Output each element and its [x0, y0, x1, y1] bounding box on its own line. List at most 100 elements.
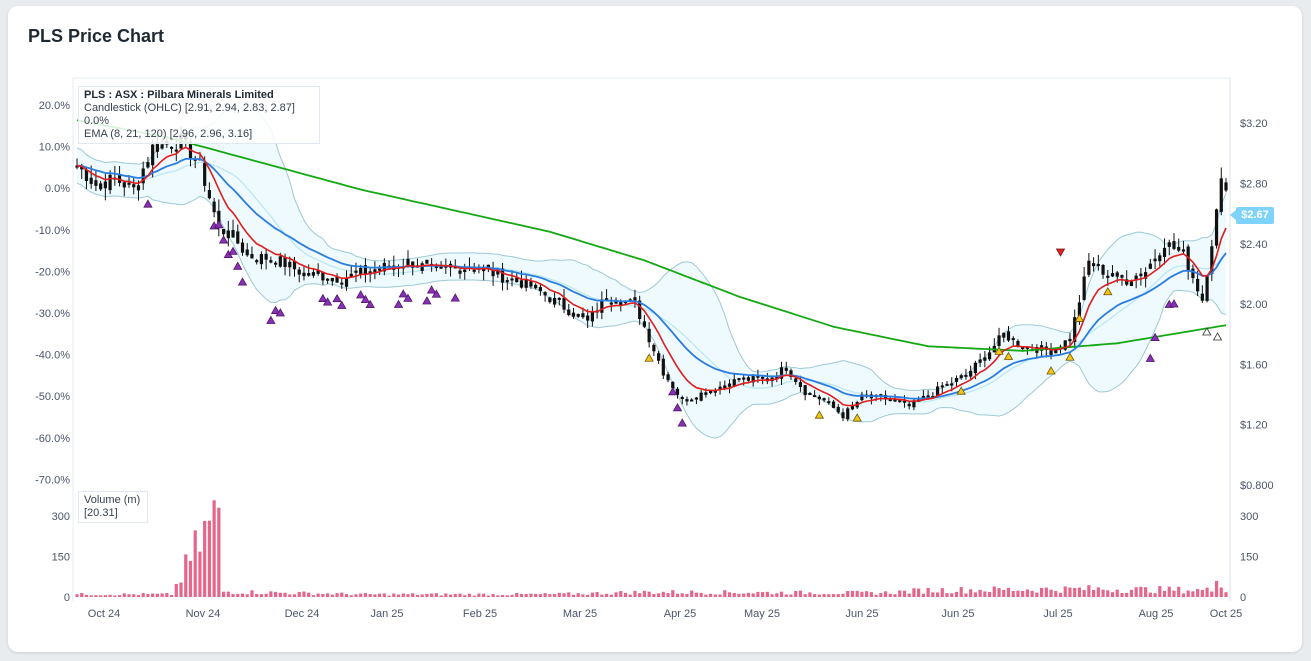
volume-bar — [1181, 593, 1186, 597]
volume-bar — [415, 594, 420, 597]
volume-bar — [396, 594, 401, 597]
volume-bar — [283, 592, 287, 597]
candle-body — [666, 374, 670, 381]
volume-bar — [813, 594, 817, 597]
volume-bar — [883, 591, 888, 597]
candle-body — [316, 270, 320, 274]
volume-bar — [633, 590, 637, 597]
volume-bar — [841, 593, 845, 597]
candle-body — [898, 400, 902, 403]
volume-bar — [117, 595, 122, 597]
candle-body — [912, 400, 916, 408]
candle-body — [997, 335, 1001, 347]
sell-signal-marker — [318, 293, 328, 302]
volume-tick-label-right: 300 — [1240, 511, 1258, 523]
volume-bar — [250, 590, 254, 597]
candle-body — [761, 376, 765, 379]
volume-bar — [794, 590, 798, 597]
candle-body — [515, 277, 519, 283]
volume-bar — [444, 593, 448, 597]
candle-body — [288, 261, 292, 268]
candle-body — [841, 412, 845, 419]
volume-bar — [368, 593, 372, 597]
candle-body — [273, 262, 278, 265]
volume-bar — [775, 593, 779, 597]
candle-body — [1162, 247, 1167, 258]
volume-bar — [902, 590, 907, 597]
candle-body — [1077, 302, 1082, 319]
volume-bar — [926, 587, 930, 597]
volume-bar — [1214, 580, 1219, 597]
candle-body — [831, 401, 836, 408]
candle-body — [940, 385, 944, 388]
volume-bar — [912, 588, 916, 597]
candle-body — [321, 272, 325, 281]
candle-body — [378, 268, 382, 271]
volume-bar — [122, 593, 126, 597]
candle-body — [1158, 255, 1162, 262]
sell-signal-marker — [237, 277, 248, 286]
sell-signal-marker — [677, 418, 687, 427]
volume-bar — [151, 593, 155, 597]
volume-bar — [430, 593, 434, 597]
volume-bar — [954, 591, 959, 597]
volume-bar — [80, 593, 84, 597]
volume-bar — [510, 594, 514, 597]
volume-bar — [1006, 587, 1011, 597]
volume-bar — [411, 593, 415, 597]
candle-body — [964, 374, 968, 377]
volume-bar — [1196, 588, 1200, 597]
volume-bar — [321, 593, 325, 597]
candle-body — [850, 405, 855, 410]
candle-body — [950, 383, 954, 386]
volume-bar — [89, 595, 93, 597]
volume-bar — [477, 593, 481, 597]
volume-bar — [987, 591, 992, 597]
volume-bar — [264, 593, 268, 597]
candle-body — [794, 378, 798, 382]
volume-bar — [524, 593, 528, 597]
volume-bar — [212, 500, 216, 597]
volume-bar — [491, 593, 495, 597]
volume-bar — [1148, 592, 1152, 597]
candle-body — [1181, 249, 1186, 252]
volume-bar — [1035, 592, 1039, 597]
sell-signal-marker — [332, 293, 342, 303]
candle-body — [278, 256, 282, 267]
volume-bar — [850, 590, 855, 597]
volume-bar — [1191, 591, 1195, 597]
candle-body — [652, 344, 656, 352]
volume-bar — [628, 594, 632, 597]
volume-bar — [969, 589, 973, 597]
candle-body — [1139, 273, 1143, 277]
volume-bar — [84, 594, 89, 597]
candle-body — [311, 272, 316, 276]
volume-bar — [326, 593, 330, 597]
candle-body — [836, 406, 840, 413]
volume-bar — [75, 594, 79, 597]
volume-bar — [1110, 592, 1115, 597]
pct-tick-label: -70.0% — [35, 474, 70, 486]
volume-bar — [94, 595, 98, 597]
volume-bar — [761, 592, 765, 597]
candle-body — [207, 190, 211, 199]
volume-tick-label-left: 300 — [52, 511, 70, 523]
candle-body — [1125, 279, 1129, 285]
candle-body — [373, 269, 377, 274]
volume-bar — [1101, 589, 1105, 597]
price-tick-label: $1.60 — [1240, 359, 1268, 371]
legend-ema: EMA (8, 21, 120) [2.96, 2.96, 3.16] — [84, 128, 253, 140]
volume-bar — [207, 520, 211, 597]
volume-bar — [784, 594, 788, 597]
volume-bar — [751, 593, 755, 597]
sell-signal-marker — [393, 299, 404, 308]
volume-bar — [879, 593, 883, 597]
candle-body — [169, 146, 174, 149]
candle-body — [359, 267, 363, 275]
volume-bar — [888, 593, 892, 597]
candle-body — [1205, 276, 1209, 301]
candle-body — [434, 265, 438, 268]
volume-bar — [297, 591, 301, 597]
candle-body — [1068, 338, 1072, 342]
candle-body — [439, 266, 443, 269]
